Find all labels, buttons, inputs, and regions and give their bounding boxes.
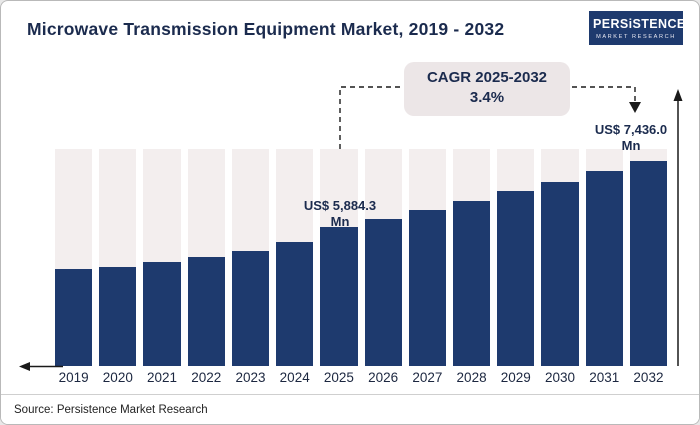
bar-2028 (452, 201, 491, 366)
left-arrow-icon (19, 362, 30, 371)
bar-2025 (320, 227, 358, 366)
bar-track-2028 (452, 149, 491, 366)
cagr-connector-left (339, 86, 402, 149)
bar-2020 (99, 267, 137, 366)
x-tick-2031: 2031 (589, 370, 620, 385)
bar-track-2021 (143, 149, 181, 366)
x-tick-2028: 2028 (456, 370, 487, 385)
x-tick-2019: 2019 (58, 370, 89, 385)
brand-logo-subtitle: MARKET RESEARCH (596, 34, 676, 40)
bar-2022 (187, 257, 225, 366)
cagr-label: CAGR 2025-2032 (426, 69, 548, 86)
x-tick-2022: 2022 (191, 370, 222, 385)
source-bar: Source: Persistence Market Research (1, 394, 699, 424)
bar-track-2023 (231, 149, 270, 366)
x-tick-2027: 2027 (412, 370, 443, 385)
page-title: Microwave Transmission Equipment Market,… (27, 19, 505, 39)
x-tick-2026: 2026 (368, 370, 399, 385)
x-axis-labels: 2019 2020 2021 2022 2023 2024 2025 2026 2027 2028… (55, 370, 667, 385)
bar-2029 (497, 191, 535, 366)
bars-row (55, 149, 668, 366)
bar-track-2024 (276, 149, 314, 366)
bar-2026 (364, 219, 402, 366)
cagr-connector-right (572, 86, 636, 102)
bar-2031 (585, 171, 623, 366)
x-tick-2021: 2021 (147, 370, 178, 385)
cagr-value: 3.4% (469, 89, 505, 107)
source-text: Source: Persistence Market Research (14, 403, 208, 416)
cagr-annotation: CAGR 2025-2032 3.4% (404, 62, 570, 116)
x-tick-2029: 2029 (500, 370, 531, 385)
x-tick-2032: 2032 (633, 370, 664, 385)
x-tick-2023: 2023 (235, 370, 266, 385)
value-callout-2032: US$ 7,436.0 Mn (594, 122, 668, 154)
bar-track-2022 (187, 149, 225, 366)
bar-2023 (231, 251, 270, 366)
brand-logo-name: PERSiSTENCE (593, 17, 686, 31)
bar-track-2025 (320, 149, 358, 366)
bar-2021 (143, 262, 181, 366)
bar-track-2027 (408, 149, 446, 366)
bar-track-2029 (497, 149, 535, 366)
x-tick-2030: 2030 (544, 370, 576, 385)
bar-track-2019 (55, 149, 93, 366)
bar-2030 (541, 182, 579, 366)
bar-2019 (55, 269, 93, 366)
value-callout-2025: US$ 5,884.3 Mn (303, 198, 377, 230)
x-tick-2025: 2025 (323, 370, 354, 385)
bar-track-2031 (585, 149, 623, 366)
bar-track-2026 (364, 149, 402, 366)
bar-2024 (276, 242, 314, 366)
brand-logo: PERSiSTENCE MARKET RESEARCH (589, 11, 686, 45)
down-arrow-icon (629, 102, 641, 113)
bar-track-2020 (99, 149, 137, 366)
bar-2032 (629, 161, 668, 366)
x-tick-2024: 2024 (279, 370, 310, 385)
bar-track-2032 (629, 149, 668, 366)
bar-2027 (408, 210, 446, 366)
up-arrow-icon (673, 89, 683, 101)
bar-track-2030 (541, 149, 579, 366)
x-tick-2020: 2020 (102, 370, 133, 385)
